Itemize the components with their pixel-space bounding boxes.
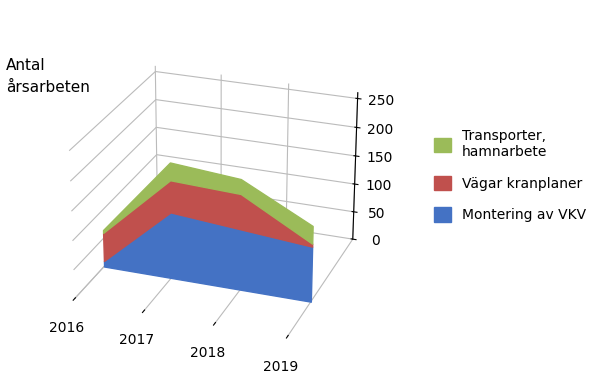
Text: Antal
årsarbeten: Antal årsarbeten [6,58,90,94]
Legend: Transporter,
hamnarbete, Vägar kranplaner, Montering av VKV: Transporter, hamnarbete, Vägar kranplane… [434,129,586,222]
